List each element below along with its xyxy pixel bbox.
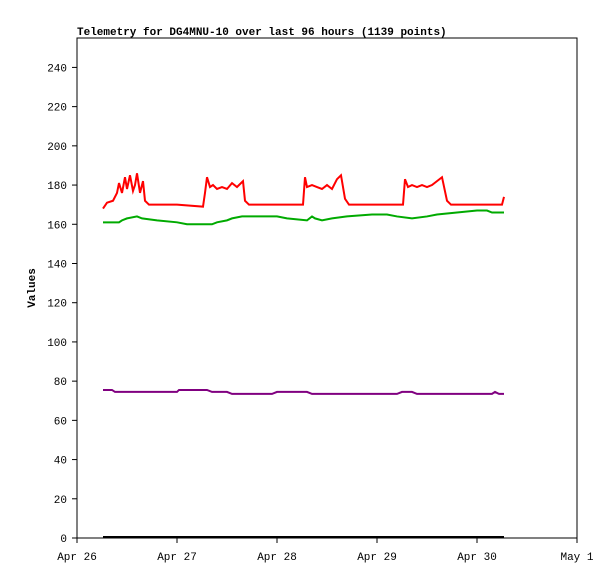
y-tick-label: 40 — [54, 456, 67, 468]
x-tick-label: Apr 28 — [257, 552, 297, 564]
series-line — [102, 173, 505, 210]
y-axis-label: Values — [27, 268, 39, 308]
x-tick-label: Apr 29 — [357, 552, 397, 564]
y-tick-label: 60 — [54, 416, 67, 428]
x-tick-label: Apr 30 — [457, 552, 497, 564]
x-tick-label: Apr 27 — [157, 552, 197, 564]
y-tick-label: 0 — [60, 534, 67, 546]
x-tick-label: May 1 — [560, 552, 593, 564]
y-tick-label: 80 — [54, 377, 67, 389]
series-line — [103, 388, 504, 395]
chart-title: Telemetry for DG4MNU-10 over last 96 hou… — [77, 27, 447, 39]
y-tick-label: 240 — [47, 63, 67, 75]
y-tick-label: 220 — [47, 103, 67, 115]
x-tick-label: Apr 26 — [57, 552, 97, 564]
y-tick-label: 100 — [47, 338, 67, 350]
y-tick-label: 140 — [47, 259, 67, 271]
y-tick-label: 200 — [47, 142, 67, 154]
y-tick-label: 20 — [54, 495, 67, 507]
y-tick-label: 160 — [47, 220, 67, 232]
y-tick-label: 120 — [47, 299, 67, 311]
y-tick-label: 180 — [47, 181, 67, 193]
series-line — [103, 209, 504, 226]
